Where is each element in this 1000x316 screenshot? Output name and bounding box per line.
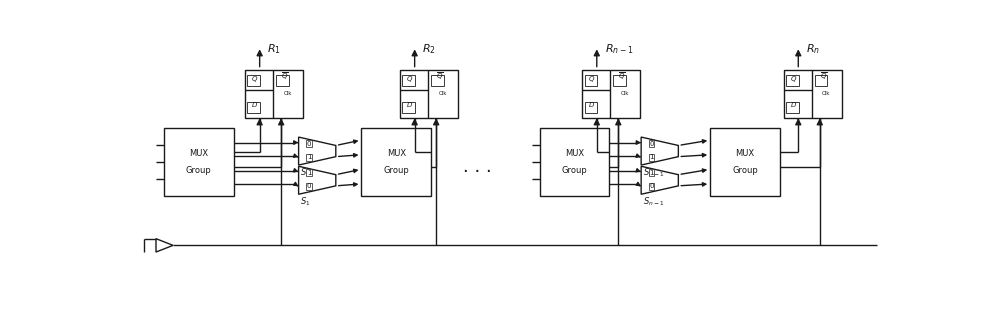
Text: MUX: MUX [189,149,208,158]
Text: MUX: MUX [565,149,584,158]
Text: Clk: Clk [438,91,447,96]
Text: $S_1$: $S_1$ [300,195,311,208]
Text: Group: Group [186,166,212,175]
Bar [431,75,444,86]
Text: Q: Q [407,76,412,82]
Text: D: D [252,101,257,107]
Bar [815,75,827,86]
Bar [402,75,415,86]
Text: $R_{n-1}$: $R_{n-1}$ [605,42,633,56]
Text: Group: Group [732,166,758,175]
Text: Q: Q [252,76,257,82]
Bar [247,102,260,113]
Polygon shape [641,166,678,194]
Text: $\overline{Q}$: $\overline{Q}$ [820,71,827,82]
Bar [540,128,609,196]
Text: D: D [790,101,796,107]
Text: Q: Q [790,76,796,82]
Bar [582,70,640,118]
Text: Clk: Clk [283,91,292,96]
Bar [710,128,780,196]
Bar [402,102,415,113]
Text: Clk: Clk [620,91,629,96]
Text: $R_n$: $R_n$ [806,42,820,56]
Text: Group: Group [562,166,587,175]
Text: 0: 0 [307,141,311,147]
Bar [585,102,597,113]
Text: $\overline{Q}$: $\overline{Q}$ [436,71,443,82]
Bar [400,70,458,118]
Polygon shape [156,239,173,252]
Bar [784,70,842,118]
Text: MUX: MUX [387,149,406,158]
Bar [585,75,597,86]
Polygon shape [641,137,678,165]
Text: Clk: Clk [822,91,830,96]
Text: . . .: . . . [463,158,492,176]
Text: $\overline{Q}$: $\overline{Q}$ [281,71,288,82]
Text: 1: 1 [649,154,654,160]
Text: D: D [589,101,594,107]
Bar [613,75,626,86]
Text: D: D [407,101,412,107]
Text: $R_2$: $R_2$ [422,42,436,56]
Bar [786,102,799,113]
Bar [245,70,303,118]
Text: $R_1$: $R_1$ [267,42,281,56]
Polygon shape [299,137,336,165]
Text: 0: 0 [307,183,311,189]
Text: 1: 1 [307,154,311,160]
Text: $S_{n-1}$: $S_{n-1}$ [643,195,664,208]
Text: 0: 0 [649,183,654,189]
Text: $\overline{Q}$: $\overline{Q}$ [618,71,626,82]
Bar [247,75,260,86]
Bar [164,128,234,196]
Text: 1: 1 [307,170,311,176]
Bar [361,128,431,196]
Text: 1: 1 [649,170,654,176]
Text: $S_{n-1}$: $S_{n-1}$ [643,166,664,179]
Text: 0: 0 [649,141,654,147]
Text: Group: Group [383,166,409,175]
Text: $S_1$: $S_1$ [300,166,311,179]
Bar [276,75,289,86]
Text: MUX: MUX [735,149,755,158]
Text: Q: Q [589,76,594,82]
Bar [786,75,799,86]
Polygon shape [299,166,336,194]
